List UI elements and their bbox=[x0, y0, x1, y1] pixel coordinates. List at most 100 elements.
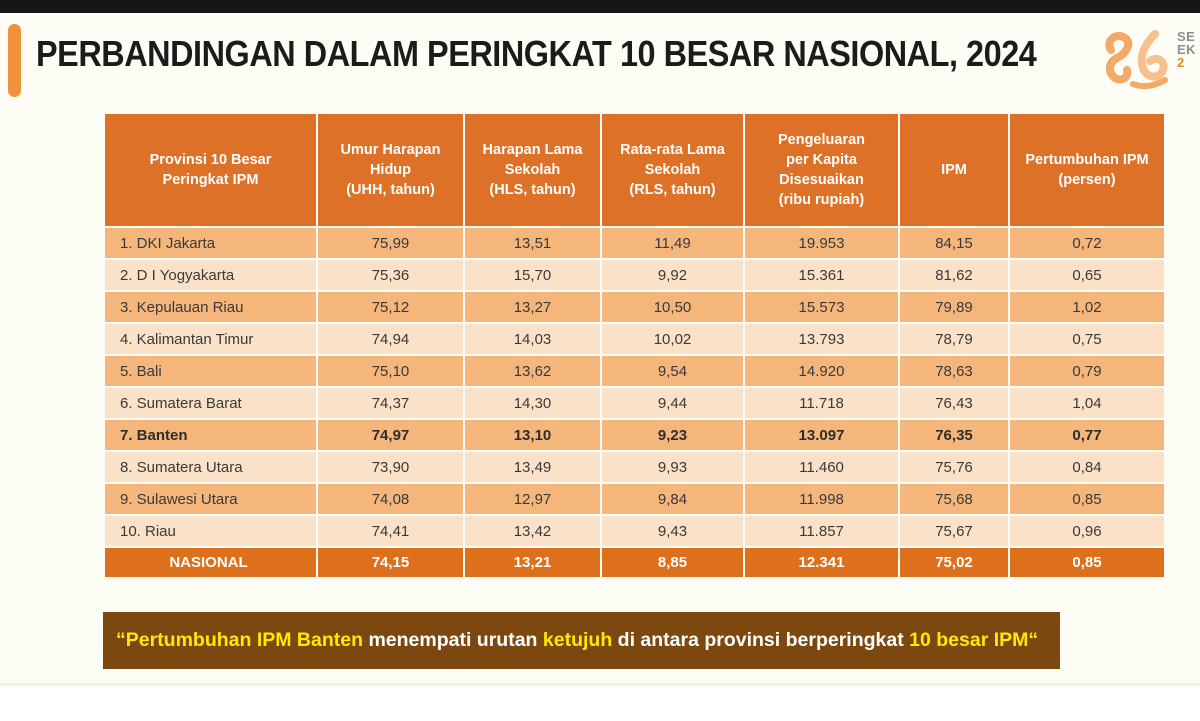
sensus-ekonomi-logo: SE EK 2 bbox=[1103, 22, 1200, 102]
province-cell: 3. Kepulauan Riau bbox=[105, 292, 316, 322]
table-footer: NASIONAL 74,15 13,21 8,85 12.341 75,02 0,85 bbox=[105, 548, 1164, 577]
province-cell: 4. Kalimantan Timur bbox=[105, 324, 316, 354]
slide-bottom-edge bbox=[0, 683, 1200, 721]
value-cell: 0,79 bbox=[1010, 356, 1164, 386]
value-cell: 0,85 bbox=[1010, 484, 1164, 514]
value-cell: 76,43 bbox=[900, 388, 1008, 418]
value-cell: 14.920 bbox=[745, 356, 898, 386]
table-row: 1. DKI Jakarta 75,99 13,51 11,49 19.953 84,15… bbox=[105, 228, 1164, 258]
column-header: Rata-rata Lama Sekolah (RLS, tahun) bbox=[602, 114, 743, 226]
value-cell: 13,42 bbox=[465, 516, 600, 546]
nasional-value-cell: 12.341 bbox=[745, 548, 898, 577]
value-cell: 13.793 bbox=[745, 324, 898, 354]
province-cell: 10. Riau bbox=[105, 516, 316, 546]
value-cell: 19.953 bbox=[745, 228, 898, 258]
value-cell: 79,89 bbox=[900, 292, 1008, 322]
value-cell: 11.998 bbox=[745, 484, 898, 514]
value-cell: 76,35 bbox=[900, 420, 1008, 450]
nasional-label-cell: NASIONAL bbox=[105, 548, 316, 577]
value-cell: 0,72 bbox=[1010, 228, 1164, 258]
value-cell: 75,36 bbox=[318, 260, 463, 290]
value-cell: 84,15 bbox=[900, 228, 1008, 258]
value-cell: 15.361 bbox=[745, 260, 898, 290]
value-cell: 0,65 bbox=[1010, 260, 1164, 290]
quote-segment: 10 besar IPM“ bbox=[909, 629, 1039, 651]
column-header: Pertumbuhan IPM (persen) bbox=[1010, 114, 1164, 226]
value-cell: 0,84 bbox=[1010, 452, 1164, 482]
value-cell: 0,75 bbox=[1010, 324, 1164, 354]
value-cell: 11.718 bbox=[745, 388, 898, 418]
top-black-bar bbox=[0, 0, 1200, 13]
value-cell: 74,08 bbox=[318, 484, 463, 514]
value-cell: 10,02 bbox=[602, 324, 743, 354]
value-cell: 73,90 bbox=[318, 452, 463, 482]
value-cell: 75,10 bbox=[318, 356, 463, 386]
value-cell: 9,43 bbox=[602, 516, 743, 546]
value-cell: 11.460 bbox=[745, 452, 898, 482]
province-cell: 5. Bali bbox=[105, 356, 316, 386]
quote-text: “Pertumbuhan IPM Banten menempati urutan… bbox=[116, 629, 1038, 652]
header-row: Provinsi 10 Besar Peringkat IPM Umur Hara… bbox=[105, 114, 1164, 226]
value-cell: 11,49 bbox=[602, 228, 743, 258]
value-cell: 9,84 bbox=[602, 484, 743, 514]
province-cell: 6. Sumatera Barat bbox=[105, 388, 316, 418]
value-cell: 9,44 bbox=[602, 388, 743, 418]
value-cell: 9,93 bbox=[602, 452, 743, 482]
nasional-value-cell: 13,21 bbox=[465, 548, 600, 577]
table-row: 10. Riau 74,41 13,42 9,43 11.857 75,67 0,96 bbox=[105, 516, 1164, 546]
column-header: Provinsi 10 Besar Peringkat IPM bbox=[105, 114, 316, 226]
ipm-comparison-table: Provinsi 10 Besar Peringkat IPM Umur Hara… bbox=[103, 112, 1166, 579]
title-accent-bar bbox=[8, 24, 21, 97]
column-header: Pengeluaran per Kapita Disesuaikan (ribu… bbox=[745, 114, 898, 226]
quote-segment: ketujuh bbox=[542, 629, 618, 651]
value-cell: 75,67 bbox=[900, 516, 1008, 546]
table-row: 7. Banten 74,97 13,10 9,23 13.097 76,35 0,77 bbox=[105, 420, 1164, 450]
value-cell: 13.097 bbox=[745, 420, 898, 450]
column-header: Umur Harapan Hidup (UHH, tahun) bbox=[318, 114, 463, 226]
value-cell: 14,03 bbox=[465, 324, 600, 354]
value-cell: 13,49 bbox=[465, 452, 600, 482]
value-cell: 75,12 bbox=[318, 292, 463, 322]
value-cell: 74,41 bbox=[318, 516, 463, 546]
table-header: Provinsi 10 Besar Peringkat IPM Umur Hara… bbox=[105, 114, 1164, 226]
nasional-value-cell: 75,02 bbox=[900, 548, 1008, 577]
value-cell: 74,97 bbox=[318, 420, 463, 450]
table-row: 9. Sulawesi Utara 74,08 12,97 9,84 11.998 75,… bbox=[105, 484, 1164, 514]
value-cell: 0,96 bbox=[1010, 516, 1164, 546]
insight-quote-bar: “Pertumbuhan IPM Banten menempati urutan… bbox=[103, 612, 1060, 669]
value-cell: 78,63 bbox=[900, 356, 1008, 386]
value-cell: 0,77 bbox=[1010, 420, 1164, 450]
quote-segment: di antara provinsi berperingkat bbox=[617, 629, 910, 651]
province-cell: 8. Sumatera Utara bbox=[105, 452, 316, 482]
value-cell: 78,79 bbox=[900, 324, 1008, 354]
value-cell: 15,70 bbox=[465, 260, 600, 290]
value-cell: 75,68 bbox=[900, 484, 1008, 514]
table-row: 6. Sumatera Barat 74,37 14,30 9,44 11.718 76,… bbox=[105, 388, 1164, 418]
value-cell: 14,30 bbox=[465, 388, 600, 418]
table-row: 3. Kepulauan Riau 75,12 13,27 10,50 15.573 79… bbox=[105, 292, 1164, 322]
table-body: 1. DKI Jakarta 75,99 13,51 11,49 19.953 84,15… bbox=[105, 228, 1164, 546]
value-cell: 74,37 bbox=[318, 388, 463, 418]
quote-segment: “Pertumbuhan IPM Banten bbox=[116, 629, 369, 651]
nasional-value-cell: 0,85 bbox=[1010, 548, 1164, 577]
value-cell: 15.573 bbox=[745, 292, 898, 322]
value-cell: 1,02 bbox=[1010, 292, 1164, 322]
logo-text: SE EK 2 bbox=[1177, 30, 1196, 69]
value-cell: 75,99 bbox=[318, 228, 463, 258]
value-cell: 9,54 bbox=[602, 356, 743, 386]
column-header: IPM bbox=[900, 114, 1008, 226]
value-cell: 74,94 bbox=[318, 324, 463, 354]
value-cell: 13,62 bbox=[465, 356, 600, 386]
value-cell: 13,51 bbox=[465, 228, 600, 258]
province-cell: 7. Banten bbox=[105, 420, 316, 450]
value-cell: 10,50 bbox=[602, 292, 743, 322]
value-cell: 81,62 bbox=[900, 260, 1008, 290]
table-row: 5. Bali 75,10 13,62 9,54 14.920 78,63 0,79 bbox=[105, 356, 1164, 386]
page-title: PERBANDINGAN DALAM PERINGKAT 10 BESAR NA… bbox=[36, 33, 1037, 74]
logo-text-line3: 2 bbox=[1177, 55, 1185, 70]
value-cell: 75,76 bbox=[900, 452, 1008, 482]
value-cell: 13,27 bbox=[465, 292, 600, 322]
province-cell: 9. Sulawesi Utara bbox=[105, 484, 316, 514]
value-cell: 1,04 bbox=[1010, 388, 1164, 418]
